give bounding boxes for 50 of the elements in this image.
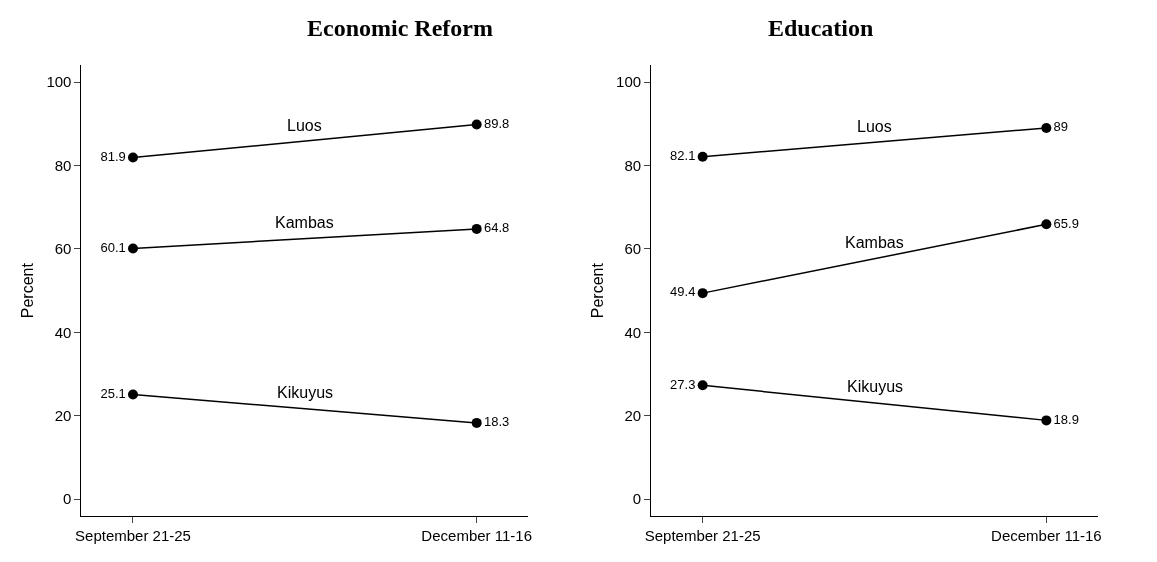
point (127, 243, 138, 254)
series-label: Kambas (845, 234, 904, 251)
point (471, 417, 482, 428)
data-label: 89.8 (483, 115, 510, 131)
series-label: Luos (857, 118, 892, 135)
y-tick-label: 80 (624, 156, 642, 174)
data-label: 64.8 (483, 220, 510, 236)
x-tick-label: December 11-16 (991, 526, 1102, 544)
point (471, 223, 482, 234)
series-label: Kikuyus (847, 378, 904, 395)
point (127, 152, 138, 163)
series-label: Luos (287, 117, 322, 134)
y-tick-label: 60 (54, 240, 72, 258)
series-label: Kikuyus (277, 384, 334, 401)
y-tick-label: 40 (624, 323, 642, 341)
data-label: 18.9 (1053, 411, 1079, 427)
data-label: 60.1 (100, 239, 126, 255)
point (1041, 219, 1052, 230)
y-axis-title: Percent (588, 262, 606, 319)
point (127, 389, 138, 400)
y-tick-label: 40 (54, 323, 72, 341)
x-tick-label: September 21-25 (75, 526, 191, 544)
y-tick-label: 80 (54, 156, 72, 174)
y-axis-title: Percent (19, 262, 37, 319)
data-label: 65.9 (1053, 215, 1079, 231)
x-tick-label: December 11-16 (421, 526, 532, 544)
y-tick-label: 60 (624, 240, 642, 258)
data-label: 18.3 (483, 414, 510, 430)
data-label: 25.1 (100, 385, 126, 401)
data-label: 89 (1053, 119, 1069, 135)
point (1041, 415, 1052, 426)
chart-title: Economic Reform (307, 15, 493, 41)
x-tick-label: September 21-25 (644, 526, 761, 544)
data-label: 49.4 (670, 284, 696, 300)
y-tick-label: 100 (616, 73, 642, 91)
chart-title: Education (768, 15, 874, 41)
point (471, 119, 482, 130)
y-tick-label: 0 (63, 490, 72, 508)
point (697, 380, 708, 391)
y-tick-label: 20 (624, 407, 642, 425)
point (1041, 122, 1052, 133)
y-tick-label: 20 (54, 407, 72, 425)
point (697, 288, 708, 299)
data-label: 81.9 (100, 148, 126, 164)
y-tick-label: 100 (46, 73, 72, 91)
data-label: 27.3 (670, 376, 696, 392)
point (697, 151, 708, 162)
series-label: Kambas (275, 214, 334, 231)
data-label: 82.1 (670, 147, 696, 163)
y-tick-label: 0 (632, 490, 642, 508)
